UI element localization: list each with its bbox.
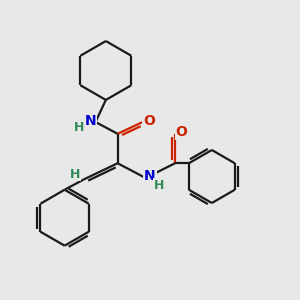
Text: N: N xyxy=(144,169,156,184)
Text: N: N xyxy=(84,114,96,128)
Text: O: O xyxy=(143,114,155,128)
Text: H: H xyxy=(70,168,81,181)
Text: O: O xyxy=(176,125,188,139)
Text: H: H xyxy=(154,179,164,192)
Text: H: H xyxy=(74,121,85,134)
